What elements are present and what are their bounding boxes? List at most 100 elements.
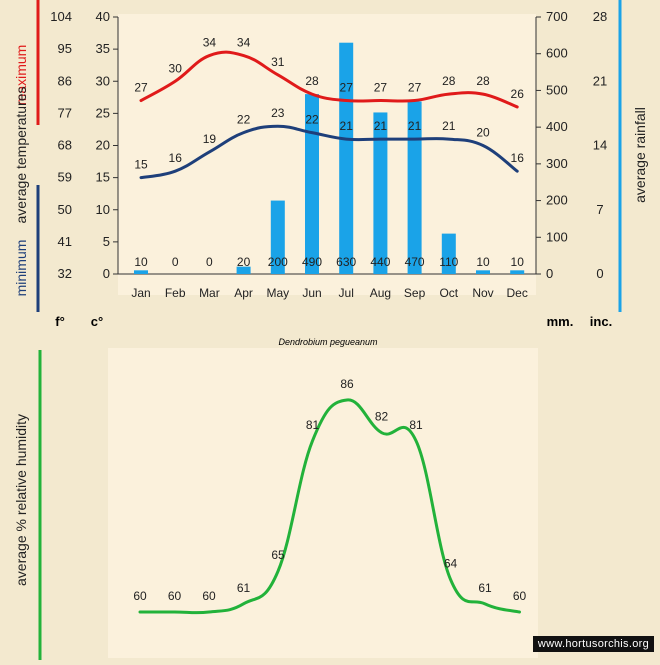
humidity-value-label: 81 xyxy=(409,418,423,432)
month-tick-label: Apr xyxy=(234,286,253,300)
mm-tick-label: 400 xyxy=(546,119,568,134)
mm-tick-label: 600 xyxy=(546,46,568,61)
rainfall-value-label: 0 xyxy=(172,255,179,269)
fahrenheit-tick-label: 95 xyxy=(58,41,72,56)
humidity-label: average % relative humidity xyxy=(13,414,29,586)
minimum-value-label: 21 xyxy=(442,119,456,133)
rainfall-bar xyxy=(476,270,490,274)
mm-tick-label: 500 xyxy=(546,82,568,97)
rainfall-bar xyxy=(134,270,148,274)
unit-fahrenheit: f° xyxy=(55,314,65,329)
mm-tick-label: 700 xyxy=(546,9,568,24)
rainfall-value-label: 10 xyxy=(134,255,148,269)
minimum-value-label: 19 xyxy=(203,132,217,146)
rainfall-bar xyxy=(510,270,525,274)
humidity-value-label: 60 xyxy=(168,589,182,603)
humidity-value-label: 82 xyxy=(375,410,389,424)
minimum-value-label: 21 xyxy=(374,119,388,133)
maximum-value-label: 27 xyxy=(374,81,388,95)
humidity-chart: 60 60 60 61 65 81 86 82 81 64 61 60 xyxy=(133,377,527,615)
fahrenheit-tick-label: 86 xyxy=(58,73,72,88)
rainfall-bar xyxy=(305,94,319,274)
minimum-value-label: 22 xyxy=(305,113,319,127)
minimum-value-label: 20 xyxy=(476,126,490,140)
fahrenheit-tick-label: 50 xyxy=(58,202,72,217)
rainfall-value-label: 440 xyxy=(370,255,390,269)
unit-inches: inc. xyxy=(590,314,612,329)
fahrenheit-tick-label: 32 xyxy=(58,266,72,281)
unit-mm: mm. xyxy=(547,314,574,329)
mm-tick-label: 0 xyxy=(546,266,553,281)
rainfall-value-label: 490 xyxy=(302,255,322,269)
rainfall-value-label: 10 xyxy=(476,255,490,269)
rainfall-value-label: 0 xyxy=(206,255,213,269)
month-tick-label: Jan xyxy=(131,286,150,300)
month-tick-label: Jun xyxy=(302,286,321,300)
fahrenheit-tick-label: 77 xyxy=(58,105,72,120)
minimum-value-label: 16 xyxy=(511,151,525,165)
rainfall-bar xyxy=(441,233,456,274)
fahrenheit-tick-label: 41 xyxy=(58,234,72,249)
rainfall-bar xyxy=(407,101,422,274)
rainfall-bar xyxy=(339,42,354,275)
maximum-value-label: 30 xyxy=(169,61,183,75)
humidity-value-label: 60 xyxy=(513,589,527,603)
bottom-chart-panel xyxy=(108,348,538,658)
mm-tick-label: 200 xyxy=(546,193,568,208)
mm-tick-label: 100 xyxy=(546,229,568,244)
maximum-value-label: 34 xyxy=(237,36,251,50)
celsius-tick-label: 0 xyxy=(103,266,110,281)
inches-tick-label: 28 xyxy=(593,9,607,24)
data-labels: 27 30 34 34 31 28 27 27 27 28 28 26 15 16 19 22 23 22 21 21… xyxy=(134,36,524,269)
maximum-value-label: 28 xyxy=(442,74,456,88)
top-chart-panel xyxy=(118,14,536,295)
maximum-value-label: 34 xyxy=(203,36,217,50)
rainfall-value-label: 110 xyxy=(439,255,458,269)
minimum-value-label: 22 xyxy=(237,113,251,127)
species-caption: Dendrobium pegueanum xyxy=(278,337,378,347)
mm-tick-label: 300 xyxy=(546,156,568,171)
inches-tick-label: 14 xyxy=(593,138,607,153)
maximum-value-label: 27 xyxy=(134,81,148,95)
humidity-value-label: 81 xyxy=(306,418,320,432)
month-tick-label: Sep xyxy=(404,286,426,300)
site-watermark: www.hortusorchis.org xyxy=(532,636,654,652)
month-tick-label: Nov xyxy=(472,286,493,300)
maximum-value-label: 28 xyxy=(476,74,490,88)
celsius-tick-label: 40 xyxy=(96,9,110,24)
month-tick-label: Dec xyxy=(507,286,528,300)
rainfall-value-label: 200 xyxy=(268,255,288,269)
month-tick-label: May xyxy=(266,286,289,300)
humidity-value-label: 61 xyxy=(478,581,492,595)
celsius-tick-label: 25 xyxy=(96,105,110,120)
month-tick-label: Oct xyxy=(439,286,458,300)
minimum-value-label: 16 xyxy=(169,151,183,165)
average-rainfall-label: average rainfall xyxy=(632,107,648,203)
maximum-temperature-line xyxy=(139,50,519,109)
humidity-value-label: 61 xyxy=(237,581,251,595)
minimum-value-label: 15 xyxy=(134,158,148,172)
month-tick-label: Feb xyxy=(165,286,186,300)
humidity-line xyxy=(138,398,521,615)
fahrenheit-tick-label: 68 xyxy=(58,138,72,153)
rainfall-value-label: 10 xyxy=(511,255,525,269)
unit-celsius: c° xyxy=(91,314,103,329)
celsius-tick-label: 35 xyxy=(96,41,110,56)
inches-tick-label: 7 xyxy=(596,202,603,217)
minimum-value-label: 23 xyxy=(271,106,285,120)
axes-group: 3241505968778695104051015202530354001002… xyxy=(50,9,607,300)
maximum-value-label: 31 xyxy=(271,55,285,69)
rainfall-bar xyxy=(236,266,251,274)
celsius-tick-label: 5 xyxy=(103,234,110,249)
inches-tick-label: 21 xyxy=(593,73,607,88)
rainfall-value-label: 630 xyxy=(336,255,356,269)
maximum-label: maximum xyxy=(13,45,29,106)
maximum-value-label: 27 xyxy=(408,81,422,95)
maximum-value-label: 26 xyxy=(511,87,525,101)
minimum-value-label: 21 xyxy=(340,119,354,133)
humidity-value-label: 86 xyxy=(340,377,354,391)
celsius-tick-label: 20 xyxy=(96,138,110,153)
maximum-value-label: 28 xyxy=(305,74,319,88)
